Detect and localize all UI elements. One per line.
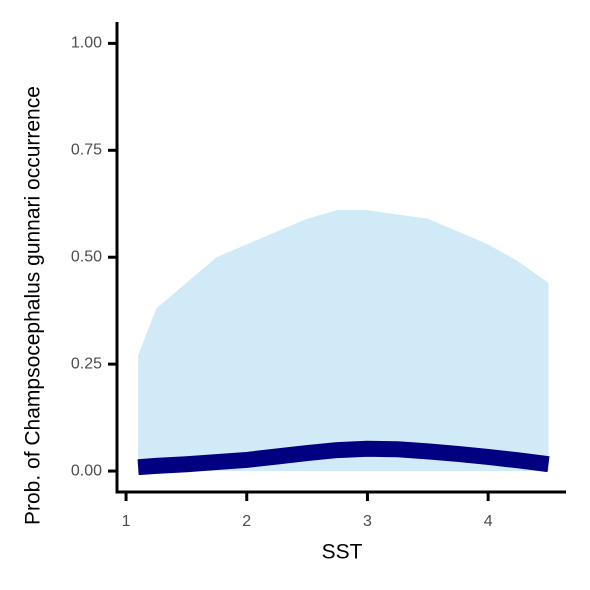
y-tick-label: 0.00 (71, 462, 102, 479)
x-tick-label: 2 (242, 513, 251, 530)
confidence-band (138, 210, 549, 472)
y-tick-label: 0.50 (71, 248, 102, 265)
x-tick-label: 1 (122, 513, 131, 530)
x-axis-title: SST (322, 541, 363, 564)
y-tick-label: 0.25 (71, 355, 102, 372)
x-tick-label: 3 (363, 513, 372, 530)
fit-line (137, 440, 550, 476)
y-axis-title: Prob. of Champsocephalus gunnari occurre… (22, 86, 45, 525)
x-tick-label: 4 (484, 513, 493, 530)
y-tick-label: 1.00 (71, 35, 102, 52)
y-tick-label: 0.75 (71, 142, 102, 159)
